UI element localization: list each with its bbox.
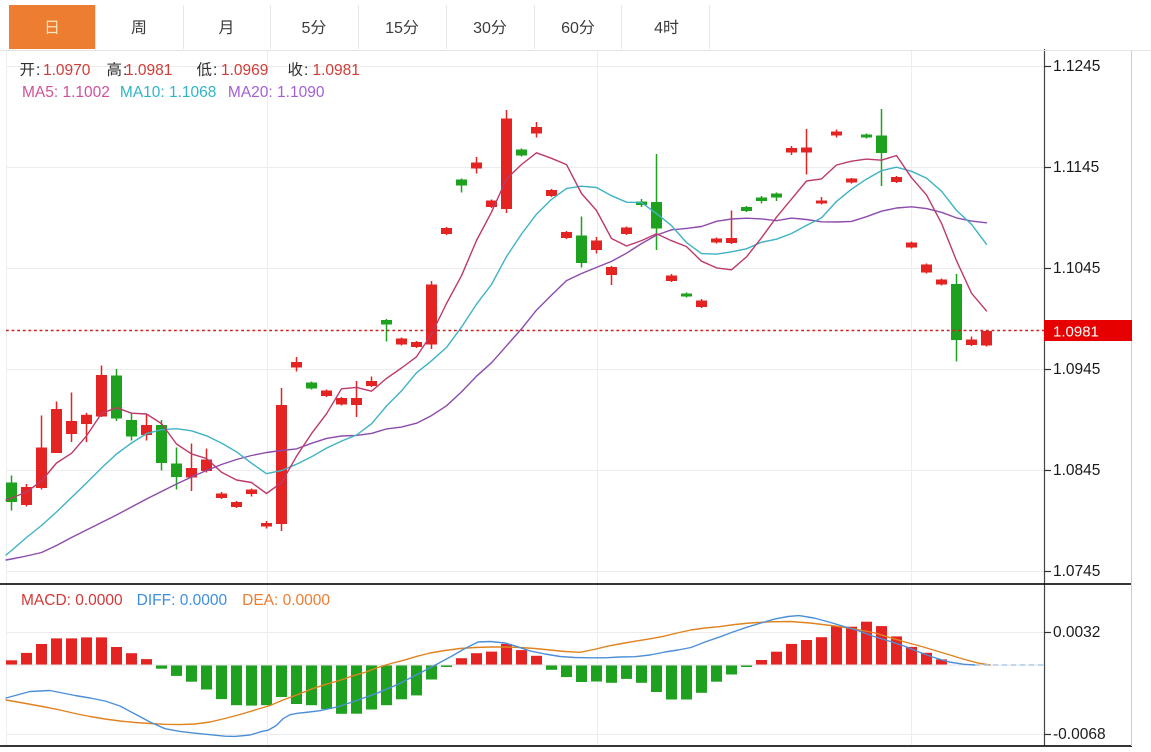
svg-text::: :: [213, 62, 217, 79]
svg-text:1.0969: 1.0969: [221, 62, 268, 79]
svg-text:1.0970: 1.0970: [43, 62, 91, 79]
svg-text::: :: [123, 62, 127, 79]
svg-text:5: 5: [302, 20, 311, 37]
svg-text::: :: [304, 62, 308, 79]
svg-text:4: 4: [654, 20, 663, 37]
svg-text:1.0981: 1.0981: [313, 62, 360, 79]
svg-text:1.0981: 1.0981: [125, 62, 172, 79]
svg-text:1.1045: 1.1045: [1053, 260, 1100, 277]
svg-text:1.0981: 1.0981: [1053, 324, 1099, 341]
svg-text:1.1145: 1.1145: [1053, 159, 1099, 176]
svg-text:1.1245: 1.1245: [1053, 58, 1100, 75]
svg-text:30: 30: [473, 20, 491, 37]
svg-text:1.0845: 1.0845: [1053, 462, 1100, 479]
svg-text:1.0745: 1.0745: [1053, 563, 1100, 580]
svg-text:15: 15: [385, 20, 403, 37]
svg-text:60: 60: [561, 20, 579, 37]
svg-text:1.0945: 1.0945: [1053, 361, 1100, 378]
svg-text:-0.0068: -0.0068: [1053, 726, 1106, 743]
svg-text::: :: [36, 62, 40, 79]
svg-text:0.0032: 0.0032: [1053, 624, 1100, 641]
